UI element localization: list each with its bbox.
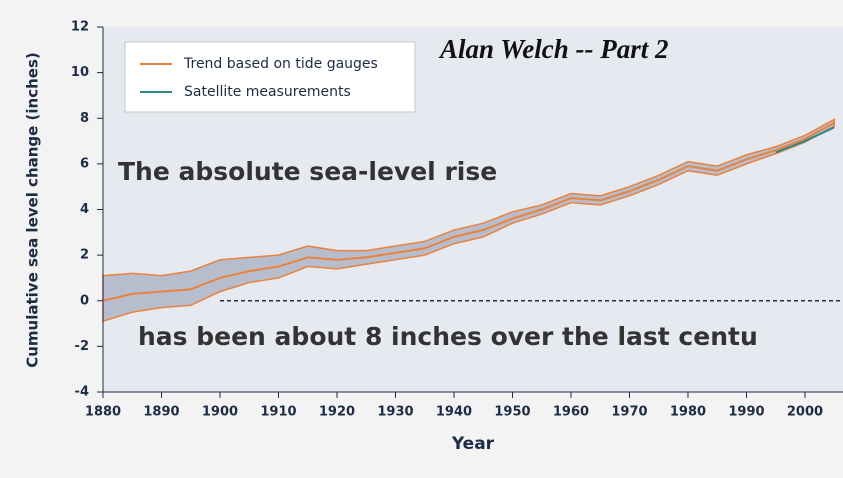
x-tick-label: 1960 [553, 405, 589, 420]
y-tick-label: 12 [71, 20, 89, 35]
legend-label: Satellite measurements [184, 84, 351, 100]
title: Alan Welch -- Part 2 [438, 34, 669, 64]
x-tick-label: 1880 [85, 405, 121, 420]
y-tick-label: 2 [80, 248, 89, 263]
x-tick-label: 1950 [494, 405, 530, 420]
y-tick-label: 8 [80, 111, 89, 126]
series-line [102, 121, 835, 302]
x-tick-label: 1930 [377, 405, 413, 420]
annotation: The absolute sea-level rise [118, 157, 497, 186]
y-tick-label: -2 [75, 339, 89, 354]
y-tick-label: 6 [80, 156, 89, 171]
x-tick-label: 1940 [436, 405, 472, 420]
x-axis-label: Year [451, 434, 495, 454]
legend-label: Trend based on tide gauges [183, 56, 378, 72]
y-tick-label: 0 [80, 293, 89, 308]
y-tick-label: 10 [71, 65, 89, 80]
annotation: has been about 8 inches over the last ce… [138, 322, 758, 351]
legend-box [124, 41, 416, 113]
x-tick-label: 1990 [728, 405, 764, 420]
x-tick-label: 1900 [202, 405, 238, 420]
x-tick-label: 1890 [143, 405, 179, 420]
y-tick-label: -4 [75, 385, 89, 400]
uncertainty-band [102, 118, 835, 323]
x-tick-label: 1970 [611, 405, 647, 420]
x-tick-label: 2000 [787, 405, 823, 420]
x-tick-label: 1910 [260, 405, 296, 420]
y-axis-label: Cumulative sea level change (inches) [24, 52, 42, 368]
x-tick-label: 1920 [319, 405, 355, 420]
series-line [775, 126, 835, 154]
x-tick-label: 1980 [670, 405, 706, 420]
y-tick-label: 4 [80, 202, 89, 217]
